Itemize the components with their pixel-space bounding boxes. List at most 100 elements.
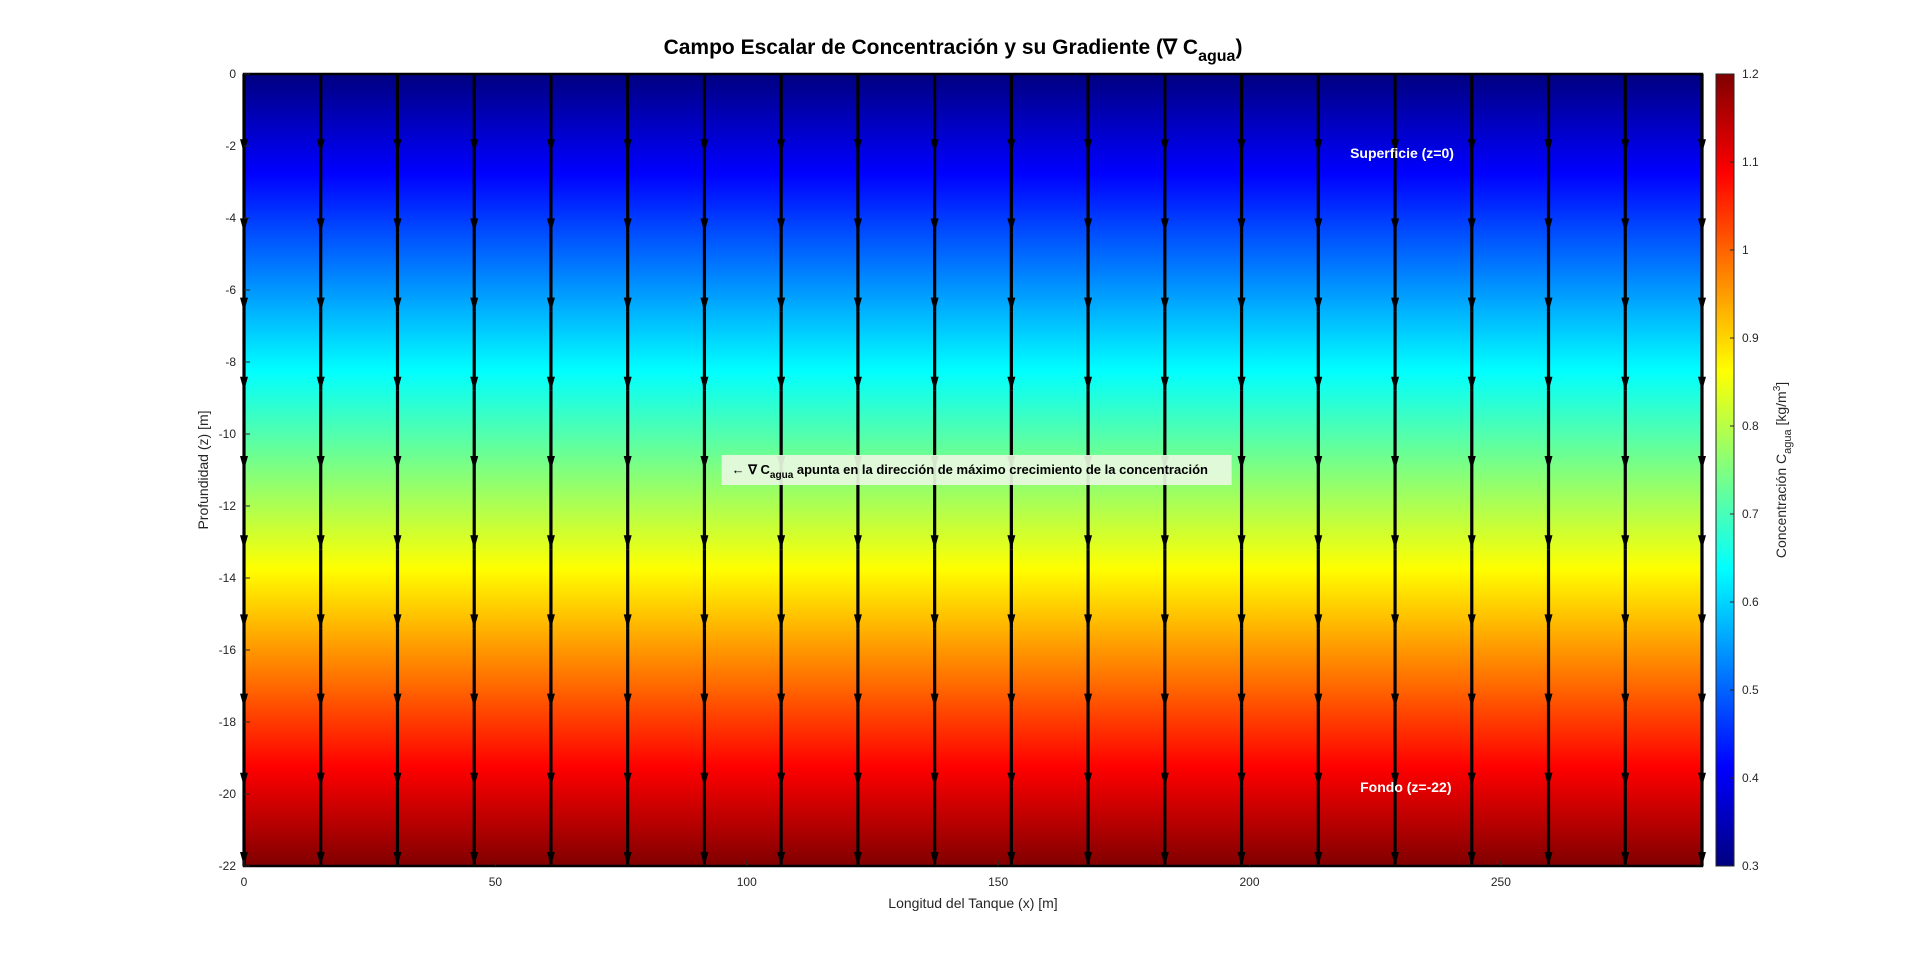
colorbar-label-unit: [kg/m bbox=[1773, 391, 1789, 429]
annotations: Superficie (z=0) Fondo (z=-22) bbox=[1350, 145, 1454, 795]
gradient-arrow-head bbox=[1314, 376, 1323, 391]
gradient-arrow-head bbox=[1314, 456, 1323, 470]
gradient-arrow-head bbox=[623, 456, 632, 470]
y-tick-label: -20 bbox=[219, 787, 237, 801]
gradient-arrow-head bbox=[1621, 139, 1630, 154]
gradient-arrow-head bbox=[1391, 297, 1400, 312]
gradient-arrow-head bbox=[1391, 139, 1400, 154]
gradient-arrow-head bbox=[853, 693, 862, 708]
gradient-arrow-head bbox=[1237, 693, 1246, 708]
gradient-arrow-head bbox=[470, 614, 479, 629]
gradient-arrow-head bbox=[1467, 772, 1476, 787]
gradient-arrow-head bbox=[1237, 614, 1246, 629]
gradient-arrow-head bbox=[700, 693, 709, 708]
gradient-arrow-head bbox=[1160, 614, 1169, 629]
gradient-arrow-head bbox=[470, 535, 479, 550]
gradient-arrow-head bbox=[1544, 693, 1553, 708]
gradient-arrow-head bbox=[853, 376, 862, 391]
gradient-note-pre: ← ∇ C bbox=[732, 462, 771, 477]
colorbar-tick-label: 0.9 bbox=[1742, 331, 1759, 345]
gradient-arrow-head bbox=[777, 139, 786, 154]
colorbar-tick-label: 0.3 bbox=[1742, 859, 1759, 873]
gradient-arrow-head bbox=[1544, 139, 1553, 154]
gradient-arrow-head bbox=[393, 376, 402, 391]
gradient-arrow-head bbox=[1160, 218, 1169, 233]
gradient-arrow-head bbox=[1084, 218, 1093, 233]
colorbar-ticks: 1.2 1.1 1 0.9 0.8 0.7 0.6 0.5 0.4 0.3 bbox=[1730, 67, 1759, 873]
gradient-arrow-head bbox=[316, 297, 325, 312]
gradient-arrow-head bbox=[546, 614, 555, 629]
gradient-arrow-head bbox=[1467, 297, 1476, 312]
gradient-arrow-head bbox=[853, 535, 862, 550]
gradient-arrow-head bbox=[1007, 297, 1016, 312]
gradient-arrow-head bbox=[700, 218, 709, 233]
gradient-arrow-head bbox=[546, 693, 555, 708]
gradient-arrow-head bbox=[700, 456, 709, 470]
gradient-arrow-head bbox=[777, 772, 786, 787]
gradient-arrow-head bbox=[393, 614, 402, 629]
gradient-arrow-head bbox=[470, 218, 479, 233]
gradient-arrow-head bbox=[1007, 218, 1016, 233]
y-tick-label: -10 bbox=[219, 427, 237, 441]
gradient-arrow-head bbox=[1237, 297, 1246, 312]
gradient-arrow-head bbox=[316, 456, 325, 470]
gradient-arrow-head bbox=[1621, 614, 1630, 629]
gradient-arrow-head bbox=[700, 297, 709, 312]
gradient-arrow-head bbox=[1391, 456, 1400, 470]
gradient-arrow-head bbox=[1237, 376, 1246, 391]
gradient-arrow-head bbox=[1314, 218, 1323, 233]
gradient-note-text: ← ∇ Cagua apunta en la dirección de máxi… bbox=[732, 462, 1208, 481]
colorbar-tick-label: 0.6 bbox=[1742, 595, 1759, 609]
colorbar-label-close: ] bbox=[1773, 382, 1789, 386]
gradient-arrow-head bbox=[1314, 535, 1323, 550]
gradient-arrow-head bbox=[853, 139, 862, 154]
x-tick-label: 50 bbox=[489, 875, 503, 889]
plot-frame bbox=[242, 72, 1704, 868]
gradient-arrow-head bbox=[1391, 852, 1400, 866]
y-tick-label: -2 bbox=[225, 139, 236, 153]
gradient-arrow-head bbox=[1237, 218, 1246, 233]
y-tick-label: -12 bbox=[219, 499, 237, 513]
gradient-arrow-head bbox=[316, 376, 325, 391]
colorbar-tick-label: 1 bbox=[1742, 243, 1749, 257]
colorbar-tick-label: 0.5 bbox=[1742, 683, 1759, 697]
gradient-arrow-head bbox=[393, 297, 402, 312]
gradient-arrow-head bbox=[1621, 218, 1630, 233]
y-tick-label: -6 bbox=[225, 283, 236, 297]
chart-title-tail: ) bbox=[1235, 36, 1242, 59]
gradient-arrow-head bbox=[700, 614, 709, 629]
gradient-arrow-head bbox=[1237, 772, 1246, 787]
y-axis-label: Profundidad (z) [m] bbox=[195, 410, 211, 529]
chart-title: Campo Escalar de Concentración y su Grad… bbox=[664, 36, 1243, 65]
gradient-arrow-head bbox=[700, 772, 709, 787]
gradient-arrow-head bbox=[1160, 693, 1169, 708]
gradient-arrow-head bbox=[1544, 535, 1553, 550]
gradient-arrow-head bbox=[1544, 456, 1553, 470]
x-tick-label: 150 bbox=[988, 875, 1008, 889]
gradient-arrow-head bbox=[470, 693, 479, 708]
gradient-arrow-head bbox=[1007, 772, 1016, 787]
gradient-note-sub: agua bbox=[770, 470, 794, 481]
y-axis: 0 -2 -4 -6 -8 -10 -12 -14 -16 -18 -20 -22 bbox=[219, 67, 250, 873]
gradient-arrow-head bbox=[1544, 772, 1553, 787]
gradient-arrow-head bbox=[1084, 772, 1093, 787]
gradient-arrow-head bbox=[1084, 852, 1093, 866]
gradient-arrow-head bbox=[623, 139, 632, 154]
gradient-arrow-head bbox=[700, 852, 709, 866]
gradient-arrow-head bbox=[1007, 535, 1016, 550]
gradient-arrow-head bbox=[1007, 614, 1016, 629]
gradient-arrow-head bbox=[930, 218, 939, 233]
gradient-arrow-head bbox=[1621, 376, 1630, 391]
gradient-arrow-head bbox=[1391, 218, 1400, 233]
x-axis-label: Longitud del Tanque (x) [m] bbox=[888, 895, 1057, 911]
gradient-arrow-head bbox=[1314, 139, 1323, 154]
x-axis: 0 50 100 150 200 250 bbox=[241, 860, 1511, 889]
gradient-arrow-head bbox=[930, 614, 939, 629]
gradient-arrow-head bbox=[623, 297, 632, 312]
gradient-arrow-head bbox=[1314, 614, 1323, 629]
annotation-label: Superficie (z=0) bbox=[1350, 145, 1454, 161]
gradient-arrow-head bbox=[546, 772, 555, 787]
gradient-arrow-head bbox=[1160, 852, 1169, 866]
gradient-arrow-head bbox=[1467, 456, 1476, 470]
